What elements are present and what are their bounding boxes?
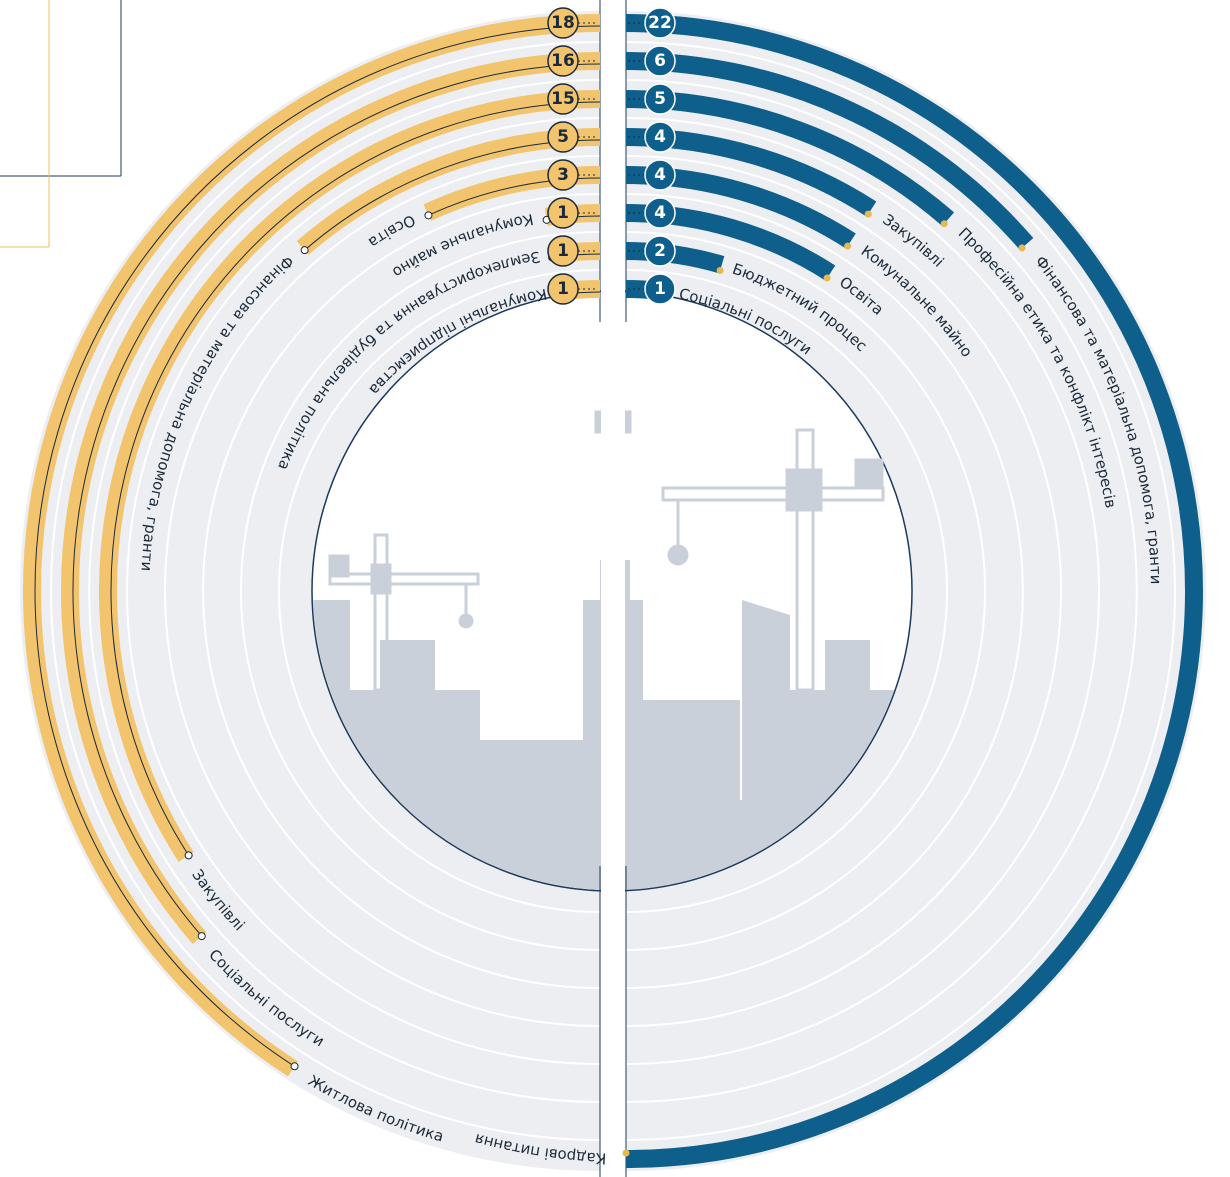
- bar-end-dot: [824, 275, 831, 282]
- bar-end-dot: [844, 243, 851, 250]
- value-label: 1: [557, 241, 569, 261]
- value-label: 3: [557, 165, 569, 185]
- value-label: 5: [557, 127, 569, 147]
- value-label: 2: [654, 241, 666, 261]
- value-label: 16: [551, 51, 575, 71]
- value-label: 5: [654, 89, 666, 109]
- value-label: 1: [557, 279, 569, 299]
- bar-end-dot: [941, 220, 948, 227]
- value-label: 4: [654, 203, 666, 223]
- value-label: 22: [648, 13, 672, 33]
- page: {"chart_data": {"type": "radial-bar", "s…: [0, 0, 1230, 1177]
- bar-end-dot: [425, 212, 432, 219]
- center-gap: [601, 0, 625, 1177]
- value-label: 6: [654, 51, 666, 71]
- value-label: 15: [551, 89, 575, 109]
- bar-end-dot: [717, 267, 724, 274]
- bar-end-dot: [1019, 244, 1026, 251]
- bar-end-dot: [291, 1063, 298, 1070]
- chart: Житлова політика18Соціальні послуги16Зак…: [0, 0, 1230, 1177]
- value-label: 1: [654, 279, 666, 299]
- value-label: 4: [654, 127, 666, 147]
- bar-end-dot: [301, 247, 308, 254]
- value-label: 1: [557, 203, 569, 223]
- bar-end-dot: [865, 211, 872, 218]
- value-label: 18: [551, 13, 575, 33]
- bar-end-dot: [185, 852, 192, 859]
- value-label: 4: [654, 165, 666, 185]
- bar-end-dot: [623, 1150, 630, 1157]
- bar-end-dot: [198, 933, 205, 940]
